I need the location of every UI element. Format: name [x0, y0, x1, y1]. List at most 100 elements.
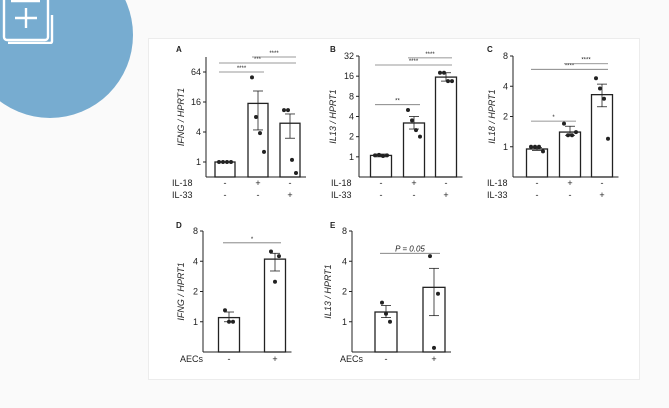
- badge-circle: [0, 0, 133, 118]
- y-tick-label: 2: [193, 287, 198, 297]
- data-point: [258, 131, 262, 136]
- data-point: [436, 291, 440, 296]
- y-axis-label: IFNG / HPRT1: [176, 262, 186, 320]
- bar: [558, 131, 582, 178]
- data-point: [282, 108, 286, 113]
- bar: [434, 76, 458, 178]
- data-point: [227, 319, 231, 324]
- significance-label: ****: [425, 52, 435, 58]
- data-point: [594, 76, 598, 81]
- data-point: [414, 128, 418, 133]
- y-tick-label: 2: [503, 112, 508, 122]
- bar: [525, 148, 549, 178]
- data-point: [385, 153, 389, 158]
- y-tick-label: 4: [503, 81, 508, 91]
- y-tick-label: 1: [349, 152, 354, 162]
- significance-label: *: [251, 237, 254, 243]
- condition-value: -: [380, 178, 383, 188]
- y-tick-label: 1: [196, 157, 201, 167]
- data-point: [598, 86, 602, 91]
- condition-value: +: [443, 190, 448, 200]
- data-point: [406, 108, 410, 113]
- condition-label: IL-33: [172, 190, 193, 200]
- panel-label: C: [487, 45, 493, 54]
- y-tick-label: 2: [342, 287, 347, 297]
- y-tick-label: 4: [349, 112, 354, 122]
- bar: [214, 161, 236, 178]
- condition-value: +: [255, 178, 260, 188]
- data-point: [221, 160, 225, 164]
- significance-label: **: [395, 99, 400, 105]
- data-point: [438, 70, 442, 75]
- condition-value: -: [228, 354, 231, 364]
- data-point: [262, 149, 266, 154]
- condition-value: +: [599, 190, 604, 200]
- condition-value: -: [257, 190, 260, 200]
- data-point: [277, 254, 281, 259]
- y-axis-label: IL13 / HPRT1: [323, 264, 333, 318]
- data-point: [225, 160, 229, 164]
- condition-value: -: [380, 190, 383, 200]
- data-point: [384, 311, 388, 316]
- condition-label: IL-33: [331, 190, 352, 200]
- y-tick-label: 8: [503, 51, 508, 61]
- significance-label: ***: [254, 57, 262, 63]
- condition-value: -: [536, 190, 539, 200]
- data-point: [602, 96, 606, 101]
- data-point: [450, 79, 454, 84]
- data-point: [432, 345, 436, 350]
- y-axis-label: IL18 / HPRT1: [487, 89, 497, 143]
- data-point: [410, 118, 414, 123]
- y-tick-label: 8: [349, 91, 354, 101]
- y-tick-label: 4: [342, 256, 347, 266]
- data-point: [442, 70, 446, 75]
- document-add-icon: [2, 0, 54, 44]
- data-point: [229, 160, 233, 164]
- data-point: [380, 300, 384, 305]
- condition-value: -: [569, 190, 572, 200]
- data-point: [231, 319, 235, 324]
- bar: [369, 154, 393, 178]
- data-point: [373, 153, 377, 158]
- condition-value: -: [224, 190, 227, 200]
- condition-value: -: [536, 178, 539, 188]
- data-point: [418, 134, 422, 139]
- data-point: [529, 144, 533, 149]
- condition-value: -: [224, 178, 227, 188]
- data-point: [254, 115, 258, 119]
- panel-label: A: [176, 45, 182, 54]
- significance-label: P = 0.05: [395, 244, 425, 253]
- condition-value: +: [287, 190, 292, 200]
- condition-value: -: [413, 190, 416, 200]
- y-tick-label: 16: [191, 97, 201, 107]
- data-point: [250, 75, 254, 80]
- data-point: [541, 149, 545, 154]
- panel-label: E: [330, 221, 336, 230]
- panel-label: B: [330, 45, 336, 54]
- data-point: [294, 171, 298, 176]
- bar: [402, 122, 426, 178]
- significance-label: ****: [409, 59, 419, 65]
- y-tick-label: 16: [344, 71, 354, 81]
- condition-label: AECs: [340, 354, 364, 364]
- significance-label: ****: [565, 63, 575, 69]
- y-tick-label: 4: [196, 127, 201, 137]
- data-point: [533, 144, 537, 149]
- y-tick-label: 4: [193, 256, 198, 266]
- significance-label: ****: [581, 58, 591, 64]
- condition-value: +: [431, 354, 436, 364]
- y-tick-label: 8: [342, 226, 347, 236]
- data-point: [606, 136, 610, 141]
- bar: [374, 311, 398, 353]
- condition-label: IL-18: [331, 178, 352, 188]
- y-tick-label: 8: [193, 226, 198, 236]
- data-point: [570, 133, 574, 138]
- condition-label: IL-33: [487, 190, 508, 200]
- y-axis-label: IFNG / HPRT1: [176, 88, 186, 146]
- condition-value: -: [445, 178, 448, 188]
- data-point: [446, 79, 450, 84]
- y-tick-label: 32: [344, 51, 354, 61]
- y-tick-label: 1: [193, 317, 198, 327]
